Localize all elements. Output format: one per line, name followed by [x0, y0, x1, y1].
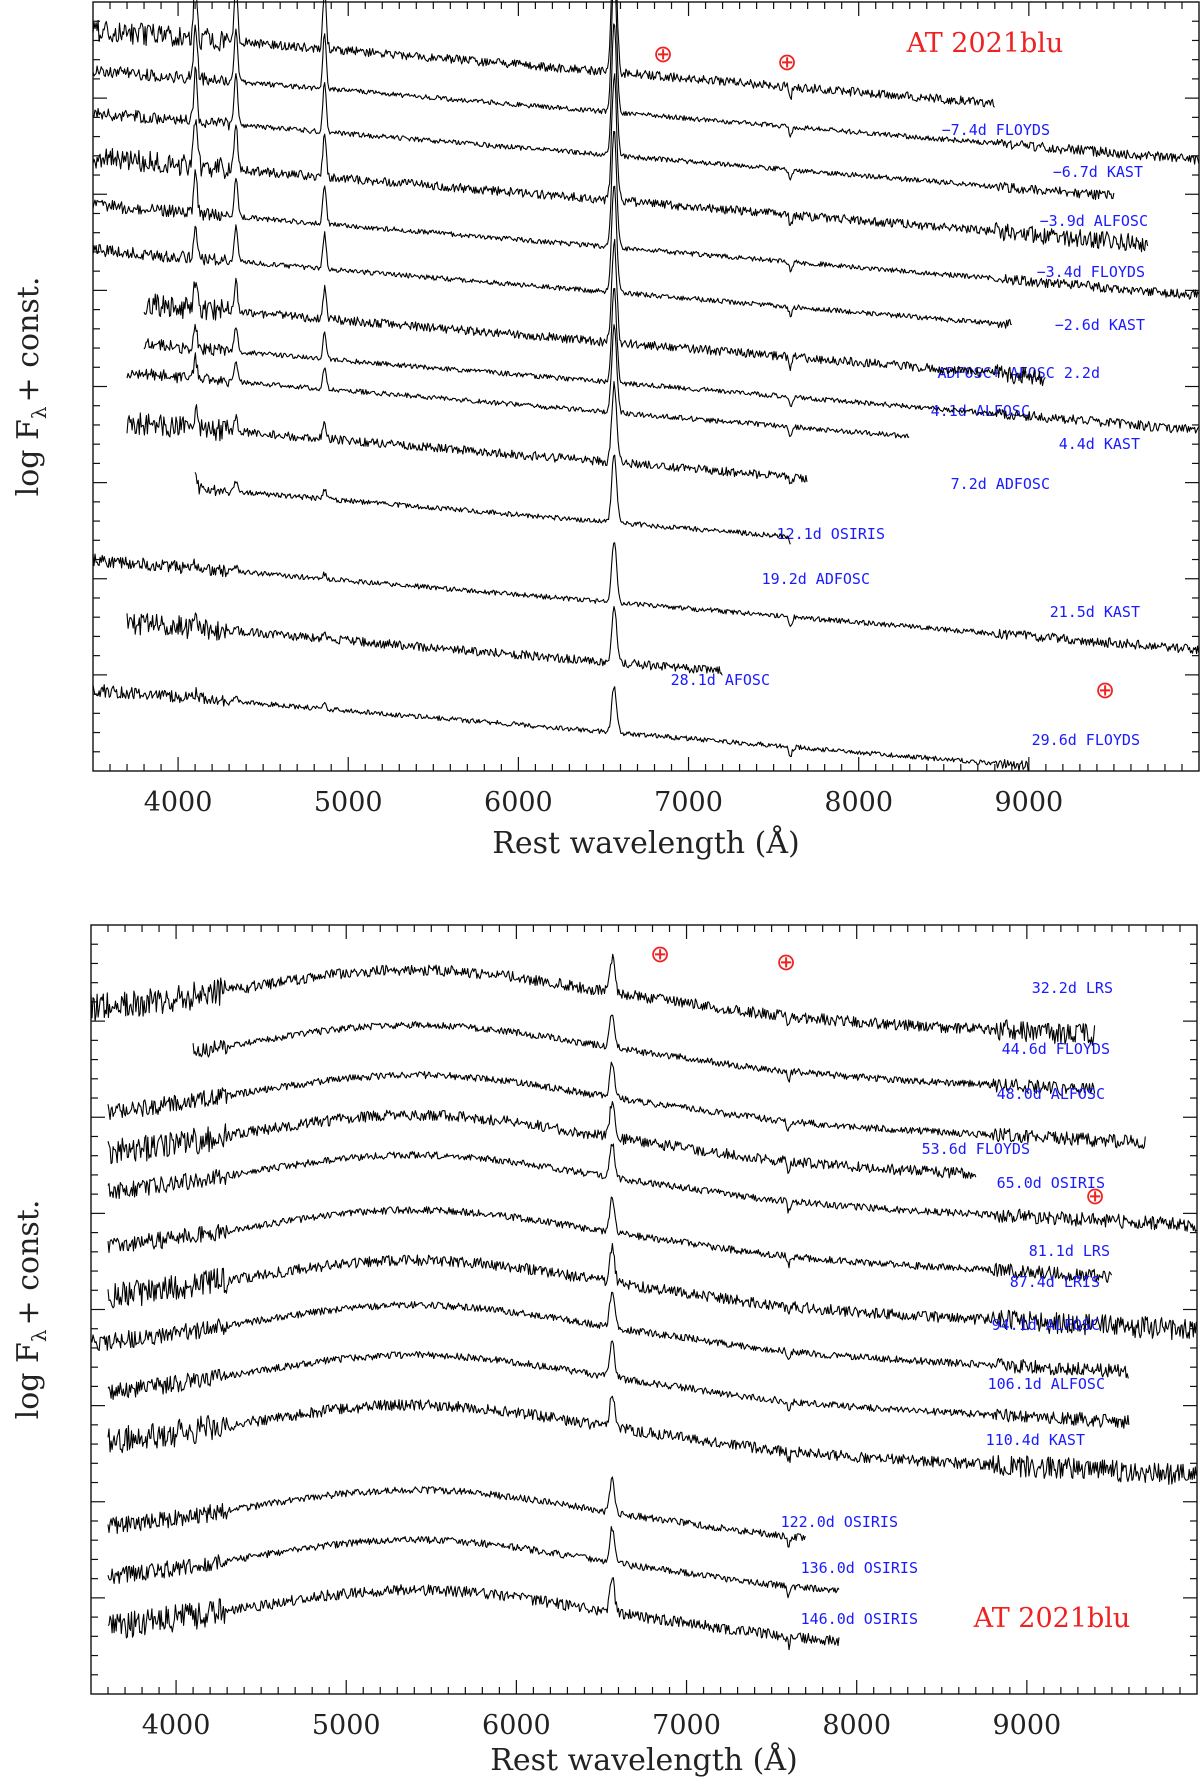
x-tick-label: 5000	[312, 1710, 381, 1741]
telluric-earth-symbol: ⊕	[650, 940, 670, 968]
epoch-label: −3.4d FLOYDS	[1037, 263, 1145, 281]
spectrum-trace	[194, 454, 791, 545]
spectrum-trace	[126, 380, 808, 485]
x-tick-label: 7000	[654, 787, 723, 818]
object-name-label: AT 2021blu	[906, 28, 1064, 59]
plot-frame	[92, 1, 1200, 772]
y-axis-title: log Fλ+ const.	[11, 277, 51, 497]
x-tick-label: 4000	[144, 787, 213, 818]
spectrum-trace	[107, 1340, 1130, 1429]
telluric-earth-symbol: ⊕	[776, 948, 796, 976]
epoch-label: 29.6d FLOYDS	[1032, 731, 1140, 749]
spectrum-trace	[90, 953, 1096, 1046]
x-axis-title: Rest wavelength (Å)	[492, 825, 799, 861]
epoch-label: −7.4d FLOYDS	[942, 121, 1050, 139]
spectrum-trace	[92, 23, 1115, 201]
epoch-label: ADFOSC+ AFOSC 2.2d	[937, 364, 1100, 382]
x-tick-label: 7000	[652, 1710, 721, 1741]
spectrum-trace	[107, 1196, 1113, 1283]
telluric-earth-symbol: ⊕	[653, 40, 673, 68]
spectrum-trace	[107, 1476, 806, 1548]
x-tick-label: 6000	[484, 787, 553, 818]
spectrum-trace	[92, 130, 1200, 300]
epoch-label: 12.1d OSIRIS	[777, 525, 885, 543]
epoch-label: 48.0d ALFOSC	[997, 1085, 1105, 1103]
y-axis-title: log Fλ+ const.	[11, 1200, 51, 1420]
epoch-label: 32.2d LRS	[1032, 979, 1113, 997]
x-tick-label: 4000	[142, 1710, 211, 1741]
spectrum-trace	[126, 605, 723, 676]
x-tick-label: 6000	[482, 1710, 551, 1741]
svg-text:log Fλ+ const.: log Fλ+ const.	[11, 1200, 51, 1420]
spectrum-trace	[107, 1061, 1146, 1150]
spectrum-trace	[126, 324, 910, 439]
spectrum-trace	[143, 238, 1046, 387]
x-tick-label: 8000	[824, 787, 893, 818]
x-tick-label: 9000	[992, 1710, 1061, 1741]
epoch-label: −6.7d KAST	[1053, 163, 1143, 181]
epoch-label: 7.2d ADFOSC	[951, 475, 1050, 493]
object-name-label: AT 2021blu	[973, 1603, 1131, 1634]
spectrum-trace	[92, 542, 1200, 655]
spectrum-trace	[107, 1395, 1197, 1485]
x-axis-title: Rest wavelength (Å)	[490, 1742, 797, 1778]
x-tick-label: 8000	[822, 1710, 891, 1741]
epoch-label: 21.5d KAST	[1050, 603, 1140, 621]
spectrum-trace	[92, 185, 1012, 329]
spectrum-trace	[192, 1014, 1096, 1096]
early-spectra-panel: 4000 5000 6000 7000 8000 9000 Rest wavelength …	[11, 0, 1200, 861]
spectrum-trace	[107, 1143, 1197, 1232]
epoch-label: 146.0d OSIRIS	[801, 1610, 918, 1628]
epoch-label: 87.4d LRIS	[1010, 1273, 1100, 1291]
epoch-label: −3.9d ALFOSC	[1040, 212, 1148, 230]
telluric-earth-symbol: ⊕	[1085, 1182, 1105, 1210]
epoch-label: 44.6d FLOYDS	[1002, 1040, 1110, 1058]
spectrum-trace	[107, 1242, 1197, 1341]
spectrum-trace	[92, 684, 1029, 771]
epoch-label: 81.1d LRS	[1029, 1242, 1110, 1260]
telluric-earth-symbol: ⊕	[777, 48, 797, 76]
epoch-label: 136.0d OSIRIS	[801, 1559, 918, 1577]
spectrum-trace	[90, 1291, 1129, 1379]
spectrum-trace	[107, 1526, 840, 1599]
epoch-label: 53.6d FLOYDS	[922, 1140, 1030, 1158]
epoch-label: 110.4d KAST	[986, 1431, 1085, 1449]
telluric-earth-symbol: ⊕	[1095, 676, 1115, 704]
spectrum-trace	[143, 287, 1200, 434]
epoch-label: 106.1d ALFOSC	[988, 1375, 1105, 1393]
epoch-label: 28.1d AFOSC	[671, 671, 770, 689]
epoch-label: 4.4d KAST	[1059, 435, 1140, 453]
spectrum-trace	[107, 1577, 840, 1651]
spectrum-trace	[92, 0, 995, 108]
spectrum-trace	[107, 1101, 977, 1180]
x-tick-label: 5000	[314, 787, 383, 818]
epoch-label: 19.2d ADFOSC	[762, 570, 870, 588]
epoch-label: 122.0d OSIRIS	[781, 1513, 898, 1531]
x-tick-label: 9000	[994, 787, 1063, 818]
epoch-label: 65.0d OSIRIS	[997, 1174, 1105, 1192]
epoch-label: −2.6d KAST	[1055, 316, 1145, 334]
late-spectra-panel: 4000 5000 6000 7000 8000 9000 Rest wavelength …	[11, 924, 1198, 1778]
svg-text:log Fλ+ const.: log Fλ+ const.	[11, 277, 51, 497]
spectrum-trace	[92, 73, 1149, 253]
epoch-label: 94.1d ALFOSC	[992, 1316, 1100, 1334]
spectrum-trace	[92, 0, 1200, 165]
